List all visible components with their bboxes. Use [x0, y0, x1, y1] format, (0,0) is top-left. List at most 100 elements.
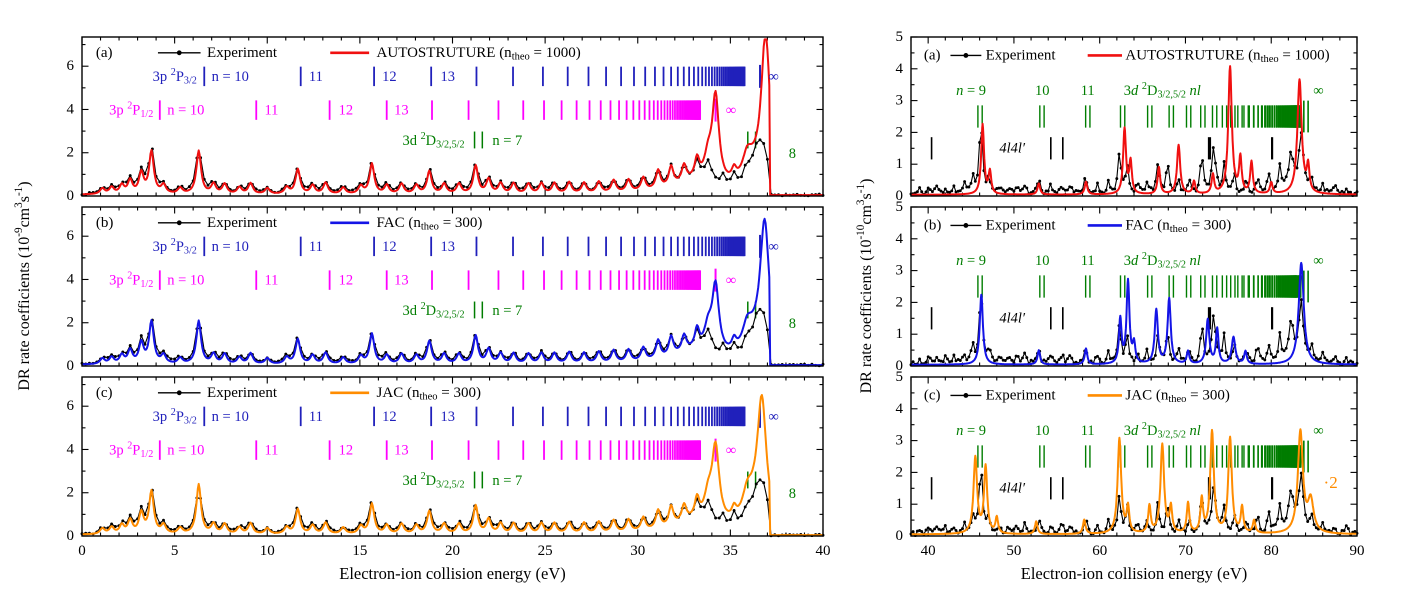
annotation: 12 [382, 69, 397, 85]
panel-frame [910, 376, 1358, 537]
y-tick-label: 2 [896, 294, 904, 310]
theory-curve-jac [910, 428, 1358, 536]
annotation: n = 9 [956, 83, 986, 99]
annotation: 11 [264, 273, 278, 289]
legend-experiment-marker [176, 390, 182, 396]
annotation: ∞ [768, 69, 778, 85]
annotation: ∞ [768, 409, 778, 425]
legend-theory-label: FAC (ntheo = 300) [377, 215, 483, 232]
legend-theory-label: AUTOSTRUTURE (ntheo = 1000) [377, 45, 581, 62]
panel-tag: (b) [924, 217, 942, 233]
figure-right: Electron-ion collision energy (eV) DR rat… [855, 29, 1365, 583]
panel-tag: (c) [96, 385, 113, 401]
annotation: 8 [789, 146, 796, 162]
y-tick-label: 1 [896, 156, 904, 172]
annotation: 3p 2P1/2 [109, 270, 153, 290]
y-tick-label: 2 [67, 485, 75, 501]
panel-frame [910, 206, 1358, 367]
annotation: 11 [264, 443, 278, 459]
y-tick-label: 2 [67, 145, 75, 161]
experiment-points [909, 131, 1359, 197]
panel-frame [81, 376, 824, 537]
legend-experiment-marker [963, 53, 969, 58]
annotation: ∞ [1313, 83, 1323, 99]
y-tick-label: 1 [896, 326, 904, 342]
annotation: 3d 2D3/2,5/2 [402, 130, 464, 150]
annotation: 10 [1035, 423, 1050, 439]
annotation: 4l4l′ [999, 480, 1026, 496]
marker-series [977, 270, 1309, 303]
legend-experiment-label: Experiment [986, 217, 1057, 233]
annotation: 11 [309, 409, 323, 425]
marker-series [203, 234, 762, 258]
annotation: 13 [440, 69, 455, 85]
annotation: n = 7 [492, 303, 522, 319]
annotation: ∞ [1313, 423, 1323, 439]
annotation: 13 [394, 103, 409, 119]
annotation: 3p 2P1/2 [109, 100, 153, 120]
y-tick-label: 4 [896, 231, 904, 247]
figure-right-panel-a: 0 1 2 3 4 5 (a) Experiment AUTOSTRUTURE (ntheo =… [896, 29, 1359, 204]
annotation: 12 [382, 239, 397, 255]
legend-experiment-label: Experiment [207, 215, 278, 231]
legend-experiment-marker [176, 50, 182, 56]
annotation: n = 7 [492, 473, 522, 489]
annotation: 11 [1081, 423, 1095, 439]
x-tick-label: 0 [78, 543, 86, 559]
x-tick-label: 80 [1264, 543, 1279, 559]
y-tick-label: 6 [67, 58, 75, 74]
y-axis-label: DR rate coefficients (10-10cm3s-1) [855, 179, 875, 394]
annotation: 3d 2D3/2,5/2 nl [1124, 81, 1201, 101]
legend-experiment-marker [963, 223, 969, 228]
x-tick-label: 70 [1178, 543, 1193, 559]
legend-experiment-label: Experiment [207, 385, 278, 401]
annotation: 13 [394, 273, 409, 289]
x-tick-label: 40 [921, 543, 936, 559]
annotation: n = 10 [167, 103, 204, 119]
annotation: 11 [309, 239, 323, 255]
marker-series [203, 404, 762, 428]
x-tick-label: 35 [723, 543, 738, 559]
y-tick-label: 5 [896, 199, 904, 215]
annotation: 3p 2P3/2 [153, 67, 197, 87]
annotation: ∞ [768, 239, 778, 255]
theory-curve-fac [910, 261, 1358, 366]
annotation: 13 [394, 443, 409, 459]
annotation: 11 [1081, 83, 1095, 99]
panel-tag: (c) [924, 387, 941, 403]
y-tick-label: 2 [896, 124, 904, 140]
y-tick-label: 0 [896, 528, 904, 544]
legend-theory-label: JAC (ntheo = 300) [1125, 387, 1229, 404]
y-axis-label: DR rate coefficients (10-9cm3s-1) [13, 181, 33, 390]
annotation: n = 7 [492, 133, 522, 149]
y-tick-label: 2 [67, 315, 75, 331]
y-tick-label: 4 [67, 271, 75, 287]
annotation: n = 10 [167, 273, 204, 289]
experiment-curve [910, 299, 1358, 366]
y-tick-label: 0 [896, 358, 904, 374]
annotation: n = 10 [212, 409, 249, 425]
panel-frame [81, 206, 824, 367]
annotation: 3d 2D3/2,5/2 [402, 300, 464, 320]
annotation: 3d 2D3/2,5/2 nl [1124, 421, 1201, 441]
panel-tag: (a) [96, 45, 113, 61]
x-tick-label: 40 [816, 543, 831, 559]
x-axis-label: Electron-ion collision energy (eV) [339, 564, 566, 583]
y-tick-label: 6 [67, 398, 75, 414]
annotation: 8 [789, 486, 796, 502]
annotation: 12 [339, 103, 354, 119]
annotation: ∞ [726, 103, 736, 119]
annotation: 8 [789, 316, 796, 332]
annotation: 13 [440, 409, 455, 425]
y-tick-label: 5 [896, 29, 904, 45]
annotation: ∞ [726, 273, 736, 289]
y-tick-label: 4 [67, 441, 75, 457]
legend-theory-label: AUTOSTRUTURE (ntheo = 1000) [1125, 47, 1329, 64]
y-tick-label: 4 [67, 101, 75, 117]
panel-frame [910, 36, 1358, 197]
marker-series [977, 440, 1309, 473]
marker-series [930, 137, 1274, 160]
marker-series [977, 100, 1309, 133]
panel-frame [81, 36, 824, 197]
x-tick-label: 50 [1006, 543, 1021, 559]
